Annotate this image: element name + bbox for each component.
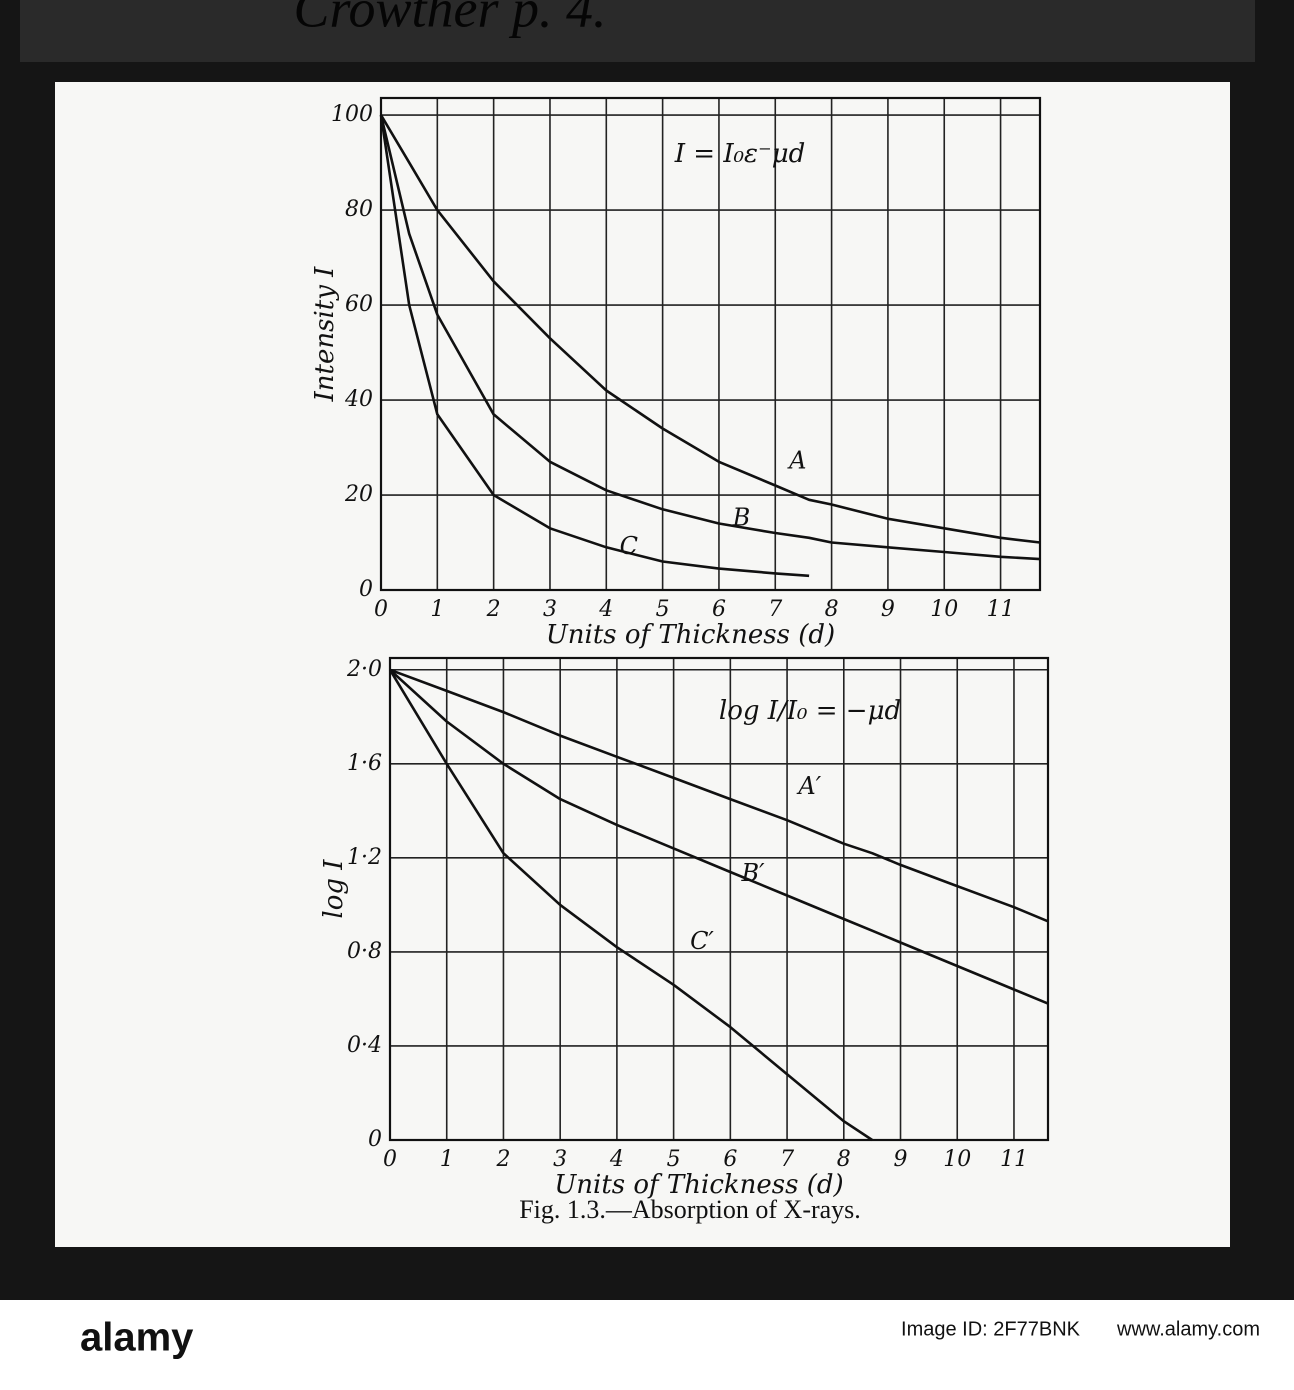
x-axis-label: Units of Thickness (d) bbox=[554, 1170, 843, 1200]
x-tick-label: 5 bbox=[656, 597, 670, 622]
x-tick-label: 9 bbox=[894, 1147, 908, 1172]
x-tick-label: 11 bbox=[987, 597, 1015, 622]
y-tick-label: 0 bbox=[359, 577, 373, 602]
y-tick-label: 100 bbox=[331, 102, 373, 127]
x-tick-label: 1 bbox=[430, 597, 444, 622]
footer-strip bbox=[0, 1300, 1294, 1390]
y-tick-label: 0·8 bbox=[347, 939, 382, 964]
x-tick-label: 2 bbox=[486, 597, 501, 622]
y-tick-label: 0 bbox=[368, 1127, 382, 1152]
x-tick-label: 0 bbox=[374, 597, 388, 622]
x-tick-label: 4 bbox=[609, 1147, 624, 1172]
x-tick-label: 7 bbox=[768, 597, 782, 622]
x-tick-label: 6 bbox=[723, 1147, 737, 1172]
handwritten-note: Crowther p. 4. bbox=[293, 0, 606, 38]
series-label: B bbox=[732, 503, 751, 531]
y-tick-label: 40 bbox=[344, 387, 373, 412]
series-line bbox=[379, 114, 810, 578]
y-tick-label: 0·4 bbox=[347, 1033, 382, 1058]
x-tick-label: 5 bbox=[667, 1147, 681, 1172]
x-tick-label: 10 bbox=[943, 1147, 971, 1172]
x-tick-label: 9 bbox=[881, 597, 895, 622]
series-label: C bbox=[620, 532, 638, 560]
series-line bbox=[389, 668, 1049, 923]
plot-frame bbox=[379, 96, 1042, 592]
series-line bbox=[379, 114, 1041, 544]
plot-frame bbox=[388, 656, 1050, 1142]
x-tick-label: 3 bbox=[543, 597, 557, 622]
y-axis-label: log I bbox=[319, 859, 349, 919]
caption: Fig. 1.3.—Absorption of X-rays. bbox=[519, 1195, 861, 1224]
x-tick-label: 6 bbox=[712, 597, 726, 622]
series-label: A bbox=[787, 446, 806, 474]
series-line bbox=[388, 669, 873, 1142]
x-tick-label: 3 bbox=[553, 1147, 567, 1172]
x-axis-label: Units of Thickness (d) bbox=[546, 620, 835, 650]
footer-id: Image ID: 2F77BNK bbox=[901, 1318, 1081, 1340]
x-tick-label: 1 bbox=[440, 1147, 454, 1172]
y-tick-label: 20 bbox=[344, 482, 373, 507]
x-tick-label: 8 bbox=[825, 597, 839, 622]
y-tick-label: 2·0 bbox=[346, 657, 382, 682]
x-tick-label: 2 bbox=[495, 1147, 510, 1172]
series-line bbox=[389, 668, 1049, 1005]
y-tick-label: 60 bbox=[345, 292, 373, 317]
y-tick-label: 1·6 bbox=[347, 751, 382, 776]
series-line bbox=[379, 114, 1041, 561]
x-tick-label: 11 bbox=[1000, 1147, 1028, 1172]
annotation: I = I₀ε⁻μd bbox=[674, 139, 806, 169]
footer-url: www.alamy.com bbox=[1116, 1318, 1260, 1340]
paper bbox=[55, 82, 1230, 1247]
footer-logo: alamy bbox=[80, 1316, 194, 1360]
y-tick-label: 80 bbox=[345, 197, 373, 222]
x-tick-label: 0 bbox=[383, 1147, 397, 1172]
x-tick-label: 10 bbox=[930, 597, 958, 622]
x-tick-label: 8 bbox=[837, 1147, 851, 1172]
annotation: log I/I₀ = −μd bbox=[719, 696, 901, 726]
x-tick-label: 4 bbox=[598, 597, 613, 622]
series-label: B′ bbox=[740, 859, 765, 887]
series-label: C′ bbox=[690, 927, 714, 955]
x-tick-label: 7 bbox=[780, 1147, 794, 1172]
y-tick-label: 1·2 bbox=[347, 845, 382, 870]
series-label: A′ bbox=[796, 772, 821, 800]
y-axis-label: Intensity I bbox=[310, 266, 340, 403]
top-strip bbox=[20, 0, 1255, 62]
